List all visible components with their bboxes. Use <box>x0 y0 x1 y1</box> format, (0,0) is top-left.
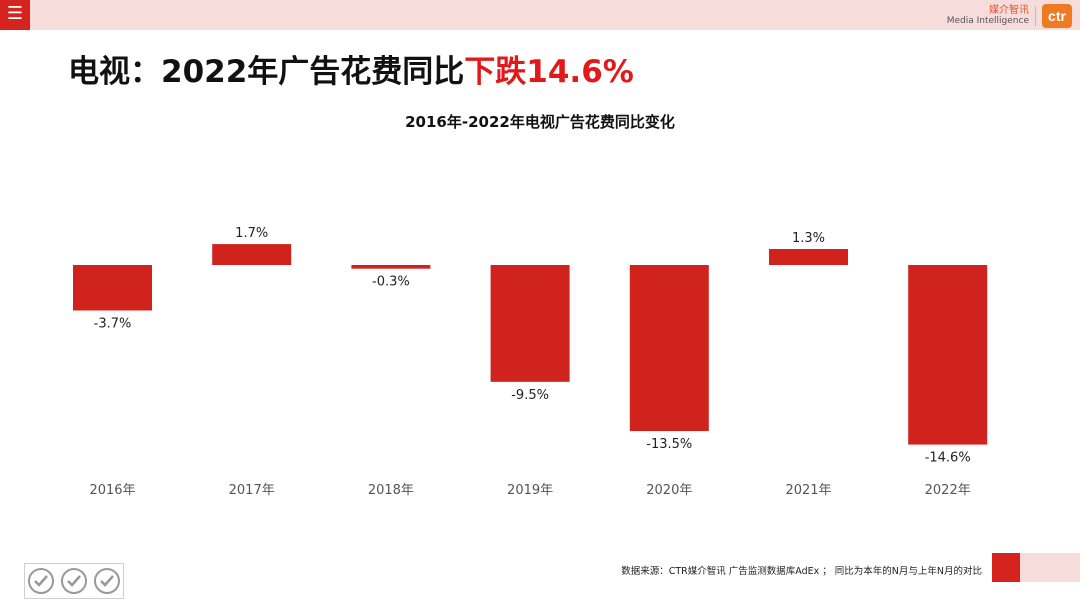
top-bar <box>0 0 1080 30</box>
data-label: -14.6% <box>925 451 971 466</box>
data-label: 1.3% <box>792 231 825 246</box>
x-tick-label: 2020年 <box>646 483 692 498</box>
sgs-seal-icon <box>60 568 87 594</box>
page-title-highlight: 下跌14.6% <box>464 54 634 90</box>
brand-name-en: Media Intelligence <box>946 16 1029 26</box>
bar-2021年 <box>769 249 848 265</box>
x-tick-label: 2019年 <box>507 483 553 498</box>
data-label: 1.7% <box>235 226 268 241</box>
page-title-main: 电视：2022年广告花费同比 <box>68 54 465 90</box>
brand-name-cn: 媒介智讯 <box>989 5 1029 16</box>
bar-2022年 <box>908 265 988 445</box>
data-label: -9.5% <box>511 388 549 403</box>
x-tick-label: 2022年 <box>925 483 971 498</box>
hamburger-menu-icon[interactable]: ☰ <box>0 0 30 30</box>
data-label: -3.7% <box>94 317 132 332</box>
sgs-seal-icon <box>28 568 55 594</box>
ctr-logo: ctr <box>1042 4 1072 28</box>
bar-2020年 <box>629 265 709 432</box>
bar-2019年 <box>490 265 570 382</box>
bar-2018年 <box>351 265 431 269</box>
data-source-note: 数据来源：CTR媒介智讯 广告监测数据库AdEx ； 同比为本年的N月与上年N月… <box>621 566 982 577</box>
data-label: -0.3% <box>372 275 410 290</box>
footer-accent-block <box>992 553 1020 582</box>
certification-seals <box>24 563 124 599</box>
data-label: -13.5% <box>646 437 692 452</box>
footer-pink-block <box>1020 553 1080 582</box>
sgs-seal-icon <box>93 568 120 594</box>
brand-divider <box>1035 6 1036 26</box>
brand-text: 媒介智讯 Media Intelligence <box>947 5 1029 27</box>
page-title: 电视：2022年广告花费同比下跌14.6% <box>68 46 634 91</box>
x-tick-label: 2021年 <box>785 483 831 498</box>
bar-2017年 <box>212 244 292 265</box>
chart-title: 2016年-2022年电视广告花费同比变化 <box>405 113 675 131</box>
bar-2016年 <box>73 265 152 311</box>
brand-logo-group: 媒介智讯 Media Intelligence ctr <box>947 3 1072 29</box>
x-tick-label: 2017年 <box>229 483 275 498</box>
x-tick-label: 2016年 <box>89 483 135 498</box>
x-tick-label: 2018年 <box>368 483 414 498</box>
